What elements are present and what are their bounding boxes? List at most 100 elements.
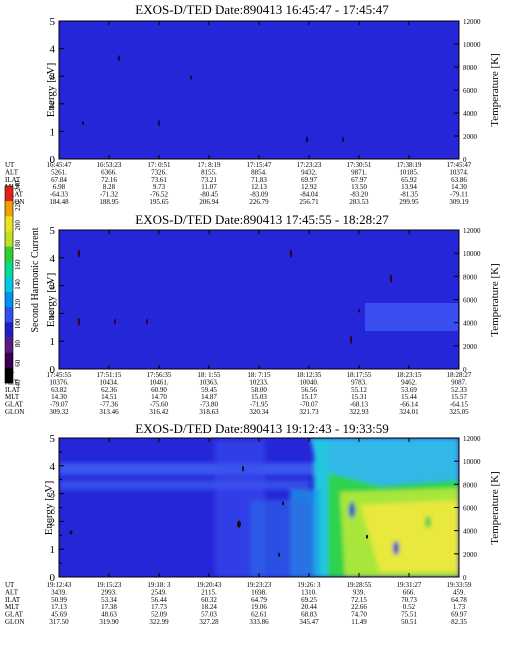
orbit-cell: 69.25 [301, 596, 317, 604]
colorbar-tick-label: 240 [14, 180, 22, 191]
orbit-cell: 67.97 [351, 176, 367, 184]
orbit-cell: 14.70 [151, 393, 167, 401]
energy-tick-label: 4 [50, 461, 56, 473]
orbit-cell: 56.56 [301, 386, 317, 394]
orbit-cell: 184.48 [49, 198, 69, 206]
orbit-cell: 18:28:27 [447, 371, 472, 379]
colorbar-label: Second Harmonic Current [30, 227, 41, 332]
orbit-cell: 60.90 [151, 386, 167, 394]
orbit-cell: 60.32 [201, 596, 217, 604]
orbit-cell: 17:38:19 [397, 161, 422, 169]
orbit-cell: 13.94 [401, 183, 417, 191]
orbit-cell: 313.46 [99, 408, 119, 416]
temperature-tick-label: 2000 [463, 343, 478, 351]
orbit-cell: -81.35 [400, 191, 419, 199]
orbit-cell: 10434. [99, 378, 119, 386]
orbit-cell: 11.49 [351, 618, 367, 626]
orbit-cell: 2115. [201, 588, 217, 596]
orbit-cell: -79.11 [450, 191, 468, 199]
orbit-cell: 14.30 [451, 183, 467, 191]
heatmap-spot [366, 534, 368, 539]
orbit-cell: 14.87 [201, 393, 217, 401]
orbit-cell: 188.95 [99, 198, 119, 206]
orbit-row-label: ILAT [5, 596, 21, 604]
colorbar-tick-label: 120 [14, 298, 22, 309]
orbit-cell: 73.21 [201, 176, 217, 184]
orbit-cell: -68.13 [350, 401, 369, 409]
orbit-cell: -73.80 [200, 401, 219, 409]
temperature-tick-label: 10000 [463, 41, 481, 49]
energy-tick-label: 0 [50, 154, 56, 166]
orbit-row-label: GLON [5, 198, 24, 206]
panel-3-heatmap [59, 438, 459, 577]
orbit-row-label: ILAT [5, 176, 21, 184]
orbit-cell: 319.90 [99, 618, 119, 626]
heatmap-spot [77, 317, 81, 326]
temperature-tick-label: 6000 [463, 87, 478, 95]
orbit-cell: 18:23:15 [397, 371, 422, 379]
orbit-cell: 12.13 [251, 183, 267, 191]
orbit-cell: 73.61 [151, 176, 167, 184]
orbit-cell: 53.69 [401, 386, 417, 394]
panel-1-spots [82, 55, 344, 143]
orbit-cell: 320.34 [249, 408, 269, 416]
orbit-row-label: MLT [5, 603, 20, 611]
orbit-cell: 55.12 [351, 386, 367, 394]
orbit-cell: 57.03 [201, 611, 217, 619]
orbit-cell: 75.51 [401, 611, 417, 619]
energy-tick-label: 3 [50, 71, 56, 83]
colorbar-tick-label: 160 [14, 259, 22, 270]
orbit-cell: 69.97 [301, 176, 317, 184]
orbit-cell: 309.32 [49, 408, 69, 416]
orbit-cell: 19:20:43 [197, 581, 222, 589]
orbit-cell: 71.83 [251, 176, 267, 184]
orbit-cell: 0.52 [403, 603, 416, 611]
temperature-tick-label: 8000 [463, 64, 478, 72]
orbit-row-label: GLAT [5, 191, 24, 199]
temperature-tick-label: 0 [463, 574, 467, 582]
orbit-cell: 321.73 [299, 408, 319, 416]
orbit-cell: 52.09 [151, 611, 167, 619]
temperature-tick-label: 4000 [463, 528, 478, 536]
orbit-cell: 327.28 [199, 618, 219, 626]
orbit-cell: 3439. [51, 588, 67, 596]
orbit-cell: 56.44 [151, 596, 167, 604]
energy-tick-label: 4 [50, 44, 56, 56]
orbit-cell: 22.66 [351, 603, 367, 611]
orbit-cell: -76.52 [150, 191, 169, 199]
orbit-cell: 19:28:55 [347, 581, 372, 589]
colorbar-tick-label: 180 [14, 239, 22, 250]
orbit-cell: 17.38 [101, 603, 117, 611]
orbit-cell: 16:53:23 [97, 161, 122, 169]
heatmap-spot [342, 137, 344, 143]
orbit-cell: 18:12:35 [297, 371, 322, 379]
orbit-cell: 283.53 [349, 198, 369, 206]
energy-tick-label: 5 [50, 433, 56, 445]
colorbar-tick-label: 100 [14, 318, 22, 329]
energy-tick-label: 4 [50, 253, 56, 265]
orbit-row-label: UT [5, 581, 15, 589]
colorbar-swatch [5, 216, 13, 232]
orbit-cell: 19:15:23 [97, 581, 122, 589]
orbit-cell: 17.13 [51, 603, 67, 611]
orbit-cell: 333.86 [249, 618, 269, 626]
panel-2-title: EXOS-D/TED Date:890413 17:45:55 - 18:28:… [135, 212, 389, 227]
orbit-cell: 8.28 [103, 183, 116, 191]
orbit-cell: 345.47 [299, 618, 319, 626]
orbit-cell: 8854. [251, 168, 267, 176]
heatmap-spot [190, 75, 192, 80]
energy-tick-label: 3 [50, 489, 56, 501]
orbit-row-label: GLON [5, 618, 24, 626]
orbit-cell: -77.36 [100, 401, 119, 409]
orbit-row-label: ALT [5, 168, 19, 176]
orbit-cell: 63.82 [51, 386, 67, 394]
orbit-cell: 19:26: 3 [297, 581, 321, 589]
orbit-cell: 17: 0:51 [147, 161, 171, 169]
orbit-cell: 318.63 [199, 408, 219, 416]
energy-tick-label: 2 [50, 516, 56, 528]
energy-tick-label: 0 [50, 572, 56, 584]
colorbar-swatch [5, 276, 13, 293]
orbit-row-label: UT [5, 161, 15, 169]
orbit-cell: 2549. [151, 588, 167, 596]
orbit-cell: 1.73 [453, 603, 466, 611]
